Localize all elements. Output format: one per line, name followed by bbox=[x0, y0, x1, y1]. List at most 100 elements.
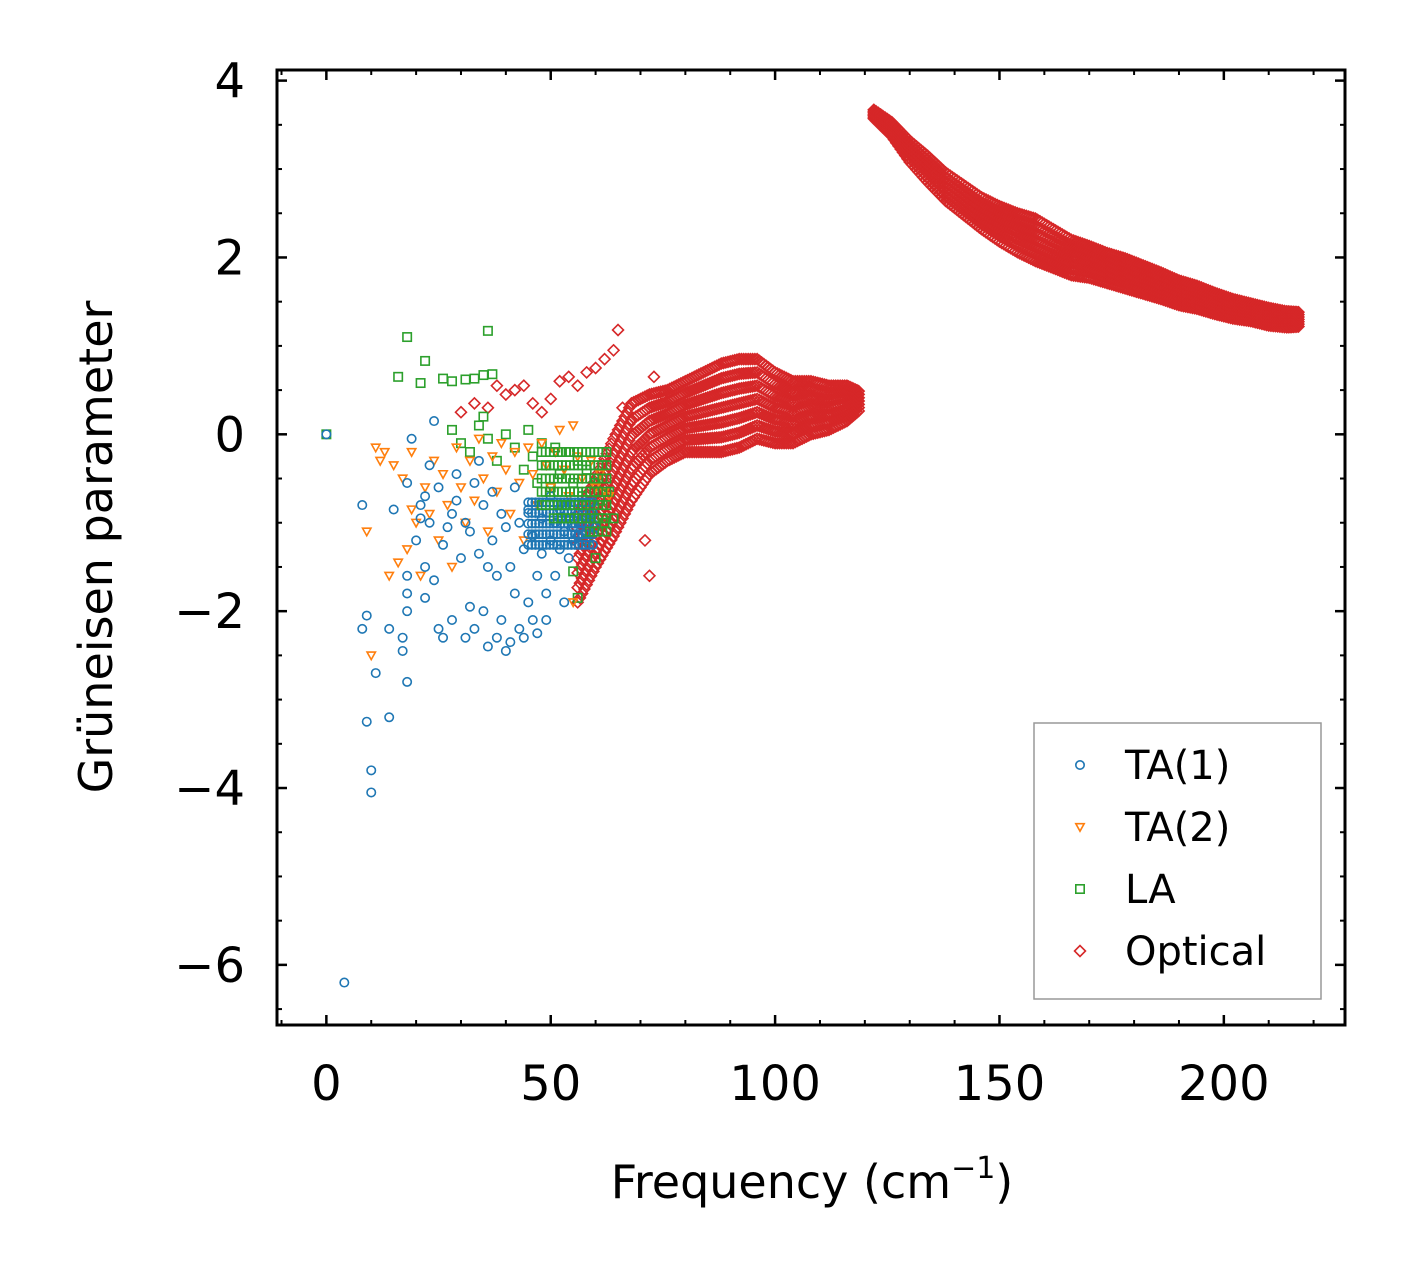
la-point bbox=[601, 500, 612, 511]
optical-point bbox=[654, 397, 668, 411]
optical-point bbox=[685, 383, 699, 397]
ta-1-point bbox=[541, 529, 552, 540]
optical-point bbox=[779, 393, 793, 407]
optical-point bbox=[656, 408, 670, 423]
ta-2-point bbox=[459, 518, 472, 529]
optical-point bbox=[640, 457, 654, 471]
ta-1-point bbox=[537, 529, 548, 540]
ta-2-point bbox=[567, 421, 579, 432]
ta-1-point bbox=[420, 561, 431, 572]
optical-point bbox=[622, 498, 636, 512]
ta-1-point bbox=[464, 526, 475, 537]
x-tick-label: 100 bbox=[729, 1056, 821, 1112]
ta-1-point bbox=[455, 553, 466, 564]
x-axis-label: Frequency (cm−1) bbox=[611, 1151, 1014, 1209]
optical-point bbox=[687, 382, 701, 396]
la-point bbox=[601, 473, 612, 484]
la-point bbox=[608, 513, 619, 524]
optical-point bbox=[1010, 206, 1025, 220]
optical-point bbox=[674, 412, 688, 426]
optical-point bbox=[613, 516, 627, 530]
ta-1-point bbox=[532, 628, 543, 639]
ta-1-point bbox=[584, 539, 595, 550]
ta-2-point bbox=[554, 425, 566, 436]
legend-marker bbox=[1075, 883, 1086, 894]
optical-point bbox=[1017, 208, 1031, 222]
optical-point bbox=[593, 552, 607, 566]
ta-2-point bbox=[477, 474, 489, 485]
optical-point bbox=[544, 392, 558, 406]
ta-1-point bbox=[397, 632, 408, 643]
ta-1-point bbox=[555, 529, 566, 540]
optical-point bbox=[636, 448, 650, 462]
ta-1-point bbox=[562, 518, 573, 529]
ta-1-point bbox=[555, 497, 566, 508]
ta-1-point bbox=[552, 529, 563, 540]
optical-point bbox=[739, 423, 753, 437]
optical-point bbox=[1291, 310, 1306, 324]
ta-1-point bbox=[544, 539, 555, 550]
optical-point bbox=[591, 556, 605, 570]
legend-label: TA(1) bbox=[1124, 743, 1230, 789]
ta-1-point bbox=[451, 469, 462, 480]
optical-point bbox=[467, 396, 482, 410]
optical-point bbox=[615, 401, 630, 415]
optical-point bbox=[584, 569, 598, 583]
optical-point bbox=[597, 544, 612, 559]
optical-point bbox=[768, 389, 782, 403]
ta-1-point bbox=[388, 504, 399, 515]
ta-2-point bbox=[379, 447, 391, 458]
optical-point bbox=[748, 366, 762, 380]
optical-point bbox=[750, 418, 764, 433]
optical-point bbox=[728, 442, 742, 456]
ta-2-point bbox=[415, 571, 427, 582]
ta-1-point bbox=[496, 508, 507, 519]
ta-1-point bbox=[573, 539, 584, 550]
optical-point bbox=[1013, 207, 1027, 221]
ta-1-point bbox=[478, 500, 489, 511]
ta-1-point bbox=[527, 615, 538, 626]
optical-point bbox=[580, 365, 594, 380]
ta-1-point bbox=[402, 477, 413, 488]
optical-point bbox=[629, 456, 643, 470]
optical-point bbox=[701, 377, 715, 391]
ta-1-point bbox=[402, 588, 413, 599]
la-point bbox=[590, 553, 601, 564]
ta-1-point bbox=[566, 518, 577, 529]
ta-1-point bbox=[384, 712, 395, 723]
ta-1-point bbox=[563, 553, 574, 564]
optical-point bbox=[741, 422, 755, 436]
ta-2-point bbox=[522, 443, 534, 454]
optical-point bbox=[689, 381, 704, 396]
ta-1-point bbox=[424, 517, 435, 528]
ta-1-point bbox=[523, 497, 534, 508]
ta-2-point bbox=[374, 456, 386, 467]
ta-2-point bbox=[486, 452, 498, 463]
la-point bbox=[415, 378, 426, 389]
ta-1-point bbox=[530, 518, 541, 529]
ta-1-point bbox=[469, 477, 480, 488]
optical-point bbox=[703, 376, 717, 390]
optical-point bbox=[1008, 205, 1022, 219]
y-axis-label: Grüneisen parameter bbox=[69, 300, 123, 793]
ta-1-point bbox=[587, 497, 598, 508]
ta-1-point bbox=[505, 637, 516, 648]
la-point bbox=[518, 464, 529, 475]
ta-1-point bbox=[523, 539, 534, 550]
ta-1-point bbox=[534, 518, 545, 529]
optical-point bbox=[586, 564, 600, 578]
optical-point bbox=[508, 383, 522, 397]
optical-point bbox=[580, 578, 594, 592]
optical-point bbox=[638, 533, 652, 548]
optical-point bbox=[1019, 209, 1033, 223]
optical-point bbox=[730, 426, 744, 440]
ta-1-point bbox=[438, 539, 449, 550]
optical-point bbox=[631, 453, 645, 468]
ta-2-point bbox=[361, 527, 373, 538]
y-tick-label: 0 bbox=[214, 407, 245, 463]
optical-point bbox=[748, 379, 762, 393]
optical-point bbox=[1291, 317, 1306, 331]
ta-1-point bbox=[447, 508, 458, 519]
ta-2-point bbox=[495, 438, 507, 450]
optical-point bbox=[647, 370, 661, 384]
